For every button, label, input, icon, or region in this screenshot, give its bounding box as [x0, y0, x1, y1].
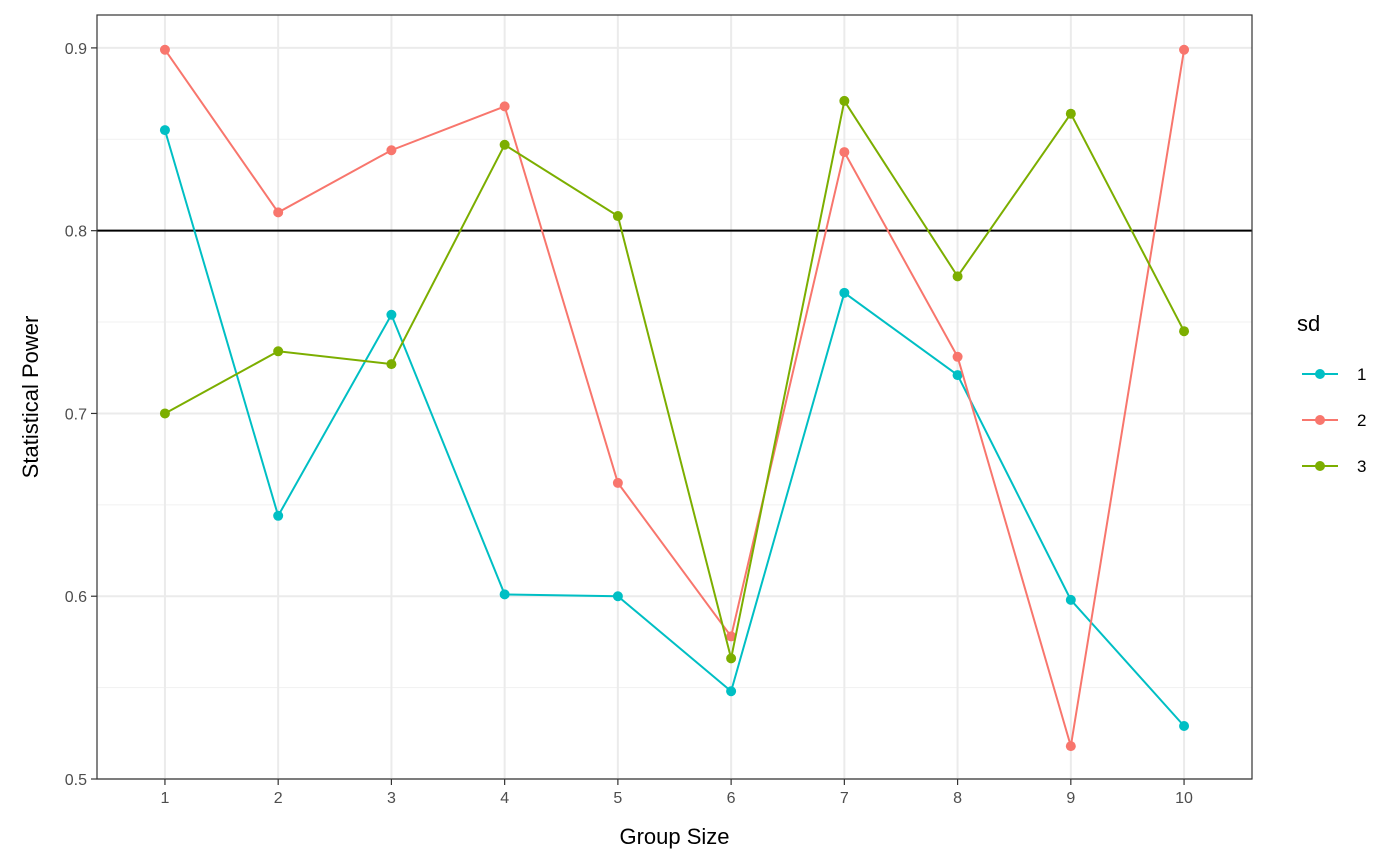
- point-sd-1-x6: [726, 686, 737, 697]
- x-tick-label: 9: [1066, 790, 1075, 807]
- x-tick-label: 5: [613, 790, 622, 807]
- y-tick-label: 0.7: [65, 406, 87, 423]
- point-sd-2-x3: [386, 145, 397, 156]
- x-tick-label: 1: [160, 790, 169, 807]
- point-sd-2-x9: [1065, 741, 1076, 752]
- y-tick-label: 0.9: [65, 41, 87, 58]
- point-sd-3-x5: [612, 211, 623, 222]
- legend-key-point-sd-1: [1315, 369, 1325, 379]
- series-line-sd-3: [164, 98, 1185, 659]
- x-tick-label: 4: [500, 790, 509, 807]
- legend-key-point-sd-2: [1315, 415, 1325, 425]
- point-sd-2-x8: [952, 351, 963, 362]
- legend: sd 1 2 3: [1297, 311, 1366, 476]
- x-tick-label: 3: [387, 790, 396, 807]
- point-sd-1-x9: [1065, 594, 1076, 605]
- point-sd-3-x1: [159, 408, 170, 419]
- point-sd-3-x10: [1179, 326, 1190, 337]
- point-sd-1-x5: [612, 591, 623, 602]
- y-tick-label: 0.6: [65, 589, 87, 606]
- series-line-sd-1: [163, 129, 1185, 727]
- point-sd-1-x4: [499, 589, 510, 600]
- point-sd-2-x1: [159, 44, 170, 55]
- y-axis-title: Statistical Power: [18, 316, 43, 479]
- point-sd-3-x9: [1065, 108, 1076, 119]
- point-sd-1-x10: [1179, 720, 1190, 731]
- series-layer: [159, 44, 1190, 752]
- legend-label-sd-1: 1: [1357, 365, 1366, 384]
- point-sd-1-x7: [839, 287, 850, 298]
- series-line-sd-2: [164, 49, 1186, 747]
- x-axis: 1 2 3 4 5 6 7 8 9 10: [160, 779, 1193, 807]
- legend-key-point-sd-3: [1315, 461, 1325, 471]
- point-sd-2-x6: [726, 631, 737, 642]
- panel-border: [96, 14, 1253, 780]
- x-tick-label: 8: [953, 790, 962, 807]
- x-tick-label: 7: [840, 790, 849, 807]
- point-sd-1-x1: [159, 125, 170, 136]
- legend-label-sd-2: 2: [1357, 411, 1366, 430]
- point-sd-1-x2: [273, 510, 284, 521]
- point-sd-2-x5: [612, 477, 623, 488]
- point-sd-2-x7: [839, 147, 850, 158]
- point-sd-3-x6: [726, 653, 737, 664]
- point-sd-3-x8: [952, 271, 963, 282]
- point-sd-2-x2: [273, 207, 284, 218]
- legend-title: sd: [1297, 311, 1320, 336]
- point-sd-1-x8: [952, 370, 963, 381]
- x-tick-label: 6: [727, 790, 736, 807]
- grid-minor: [97, 138, 1252, 689]
- point-sd-2-x10: [1179, 44, 1190, 55]
- point-sd-3-x7: [839, 95, 850, 106]
- x-tick-label: 10: [1175, 790, 1193, 807]
- point-sd-3-x2: [273, 346, 284, 357]
- point-sd-3-x4: [499, 139, 510, 150]
- point-sd-3-x3: [386, 359, 397, 370]
- x-axis-title: Group Size: [619, 824, 729, 849]
- point-sd-1-x3: [386, 309, 397, 320]
- y-tick-label: 0.8: [65, 224, 87, 241]
- y-axis: 0.5 0.6 0.7 0.8 0.9: [65, 41, 97, 789]
- x-tick-label: 2: [274, 790, 283, 807]
- point-sd-2-x4: [499, 101, 510, 112]
- y-tick-label: 0.5: [65, 772, 87, 789]
- legend-label-sd-3: 3: [1357, 457, 1366, 476]
